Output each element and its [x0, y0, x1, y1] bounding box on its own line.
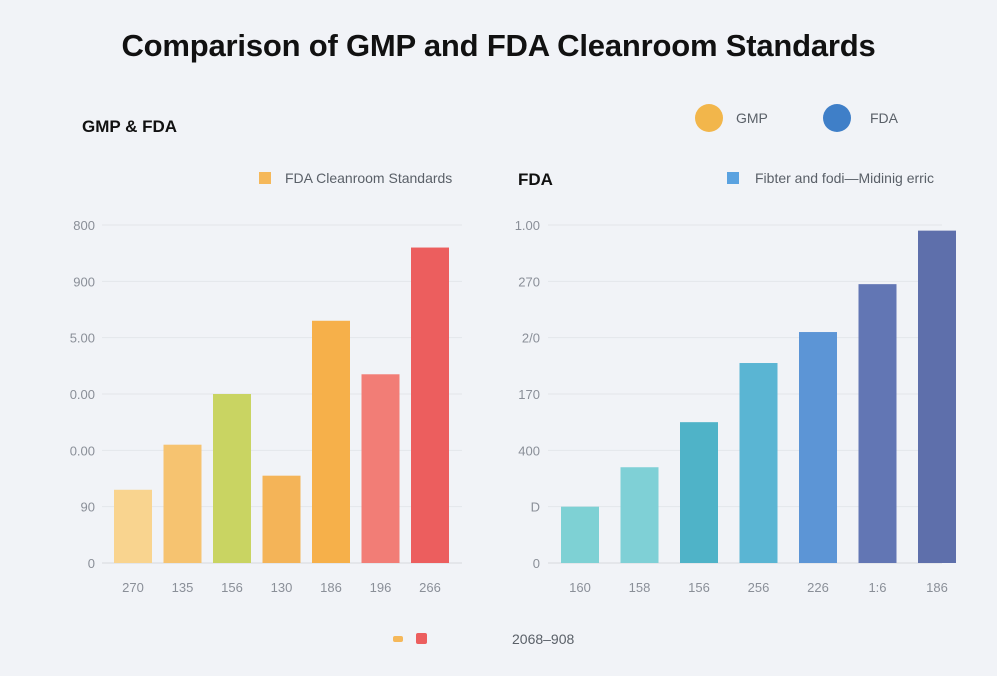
left-y-tick-label: 5.00: [70, 331, 95, 346]
left-legend-swatch: [259, 172, 271, 184]
left-y-tick-label: 90: [81, 500, 95, 515]
left-bar: [361, 374, 400, 563]
right-legend-swatch: [727, 172, 739, 184]
right-y-tick-label: 400: [518, 443, 540, 458]
right-bar: [858, 284, 897, 563]
left-x-tick-label: 266: [419, 580, 441, 595]
left-legend-label: FDA Cleanroom Standards: [285, 170, 452, 186]
left-x-tick-label: 196: [370, 580, 392, 595]
right-y-tick-label: 270: [518, 274, 540, 289]
right-x-tick-label: 156: [688, 580, 710, 595]
right-bar: [918, 230, 956, 563]
right-x-tick-label: 256: [748, 580, 770, 595]
right-bar-chart: 0 D 400 170 2/0 270 1.00 160 158 156 256 226 1:6 186: [515, 218, 956, 595]
left-bar: [262, 475, 301, 563]
right-y-tick-label: 2/0: [522, 331, 540, 346]
right-x-tick-label: 226: [807, 580, 829, 595]
bottom-legend-label: 2068–908: [512, 631, 575, 647]
left-x-tick-label: 135: [172, 580, 194, 595]
left-bar: [163, 444, 202, 563]
right-x-tick-label: 186: [926, 580, 948, 595]
bottom-legend: 2068–908: [393, 631, 575, 647]
legend-dot-gmp: [695, 104, 723, 132]
left-y-tick-label: 0: [88, 556, 95, 571]
left-y-tick-label: 900: [73, 274, 95, 289]
right-bar: [799, 332, 837, 563]
left-x-tick-label: 186: [320, 580, 342, 595]
right-x-tick-label: 158: [629, 580, 651, 595]
right-bar: [680, 422, 718, 563]
left-bar: [312, 320, 350, 563]
right-bar: [620, 467, 659, 563]
left-bar: [411, 247, 449, 564]
left-bar: [114, 489, 152, 563]
legend-label-fda: FDA: [870, 110, 899, 126]
right-x-tick-label: 160: [569, 580, 591, 595]
left-bar-chart: 0 90 0.00 0.00 5.00 900 800 270 135 156 130 186 196 2…: [70, 218, 462, 595]
bottom-legend-swatch-1: [393, 636, 403, 642]
left-y-tick-label: 800: [73, 218, 95, 233]
bottom-legend-swatch-2: [416, 633, 427, 644]
left-x-tick-label: 156: [221, 580, 243, 595]
legend-dot-fda: [823, 104, 851, 132]
left-x-tick-label: 130: [271, 580, 293, 595]
legend-label-gmp: GMP: [736, 110, 768, 126]
right-panel-title: FDA: [518, 170, 553, 189]
left-y-tick-label: 0.00: [70, 387, 95, 402]
top-legend: GMP FDA: [695, 104, 899, 132]
left-bar: [213, 394, 251, 563]
right-y-tick-label: 0: [533, 556, 540, 571]
chart-title: Comparison of GMP and FDA Cleanroom Stan…: [121, 28, 876, 63]
right-x-tick-label: 1:6: [868, 580, 886, 595]
right-y-tick-label: 170: [518, 387, 540, 402]
right-y-tick-label: 1.00: [515, 218, 540, 233]
right-bar: [561, 506, 599, 563]
top-legend-heading: GMP & FDA: [82, 117, 177, 136]
right-y-tick-label: D: [531, 500, 540, 515]
right-legend-label: Fibter and fodi—Midinig erric: [755, 170, 934, 186]
left-y-tick-label: 0.00: [70, 443, 95, 458]
left-x-tick-label: 270: [122, 580, 144, 595]
right-bar: [739, 363, 778, 563]
